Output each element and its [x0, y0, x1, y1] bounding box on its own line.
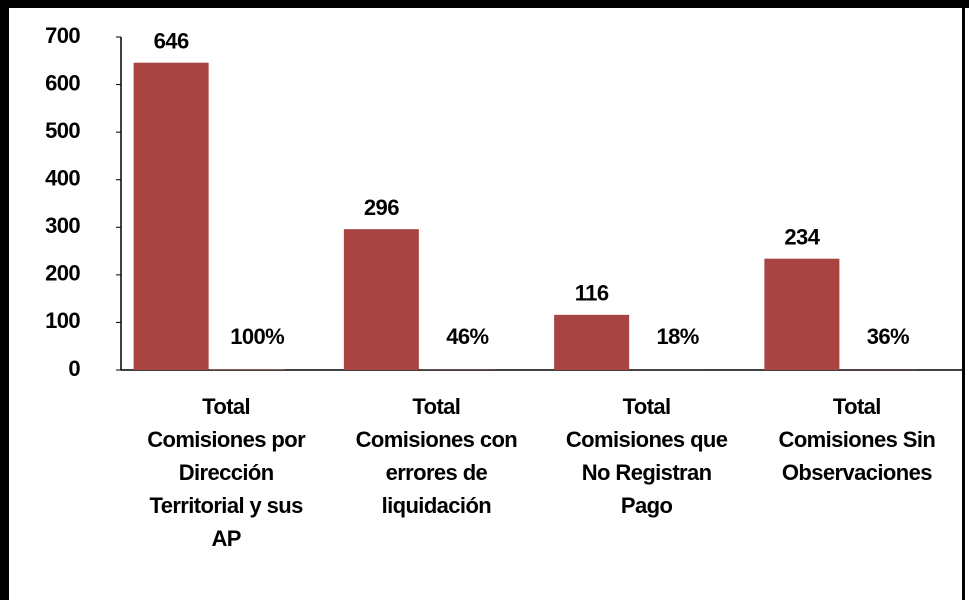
data-label: 296 — [364, 195, 399, 220]
frame-left — [0, 0, 9, 600]
y-tick-label: 700 — [45, 23, 80, 48]
bar — [554, 314, 630, 370]
y-tick-label: 600 — [45, 70, 80, 95]
bar — [343, 229, 419, 370]
data-label: 646 — [154, 29, 189, 54]
x-tick-label: Total Comisiones por Dirección Territorial … — [147, 394, 306, 551]
x-tick-label: Total Comisiones con errores de liquidación — [356, 394, 518, 518]
x-tick-label: Total Comisiones que No Registran Pago — [566, 394, 728, 518]
frame-right — [962, 0, 965, 600]
y-tick-label: 100 — [45, 308, 80, 333]
data-label: 116 — [575, 281, 609, 306]
frame-top — [0, 0, 969, 8]
data-label: 18% — [657, 324, 699, 349]
y-tick-label: 200 — [45, 261, 80, 286]
data-label: 100% — [230, 324, 284, 349]
bar — [764, 258, 840, 370]
data-label: 234 — [784, 224, 820, 249]
y-tick-label: 300 — [45, 213, 80, 238]
bar — [133, 62, 209, 371]
y-tick-label: 400 — [45, 166, 80, 191]
data-label: 36% — [867, 324, 909, 349]
y-tick-label: 500 — [45, 118, 80, 143]
data-label: 46% — [446, 324, 488, 349]
y-tick-label: 0 — [68, 356, 80, 381]
x-tick-label: Total Comisiones Sin Observaciones — [779, 394, 936, 485]
